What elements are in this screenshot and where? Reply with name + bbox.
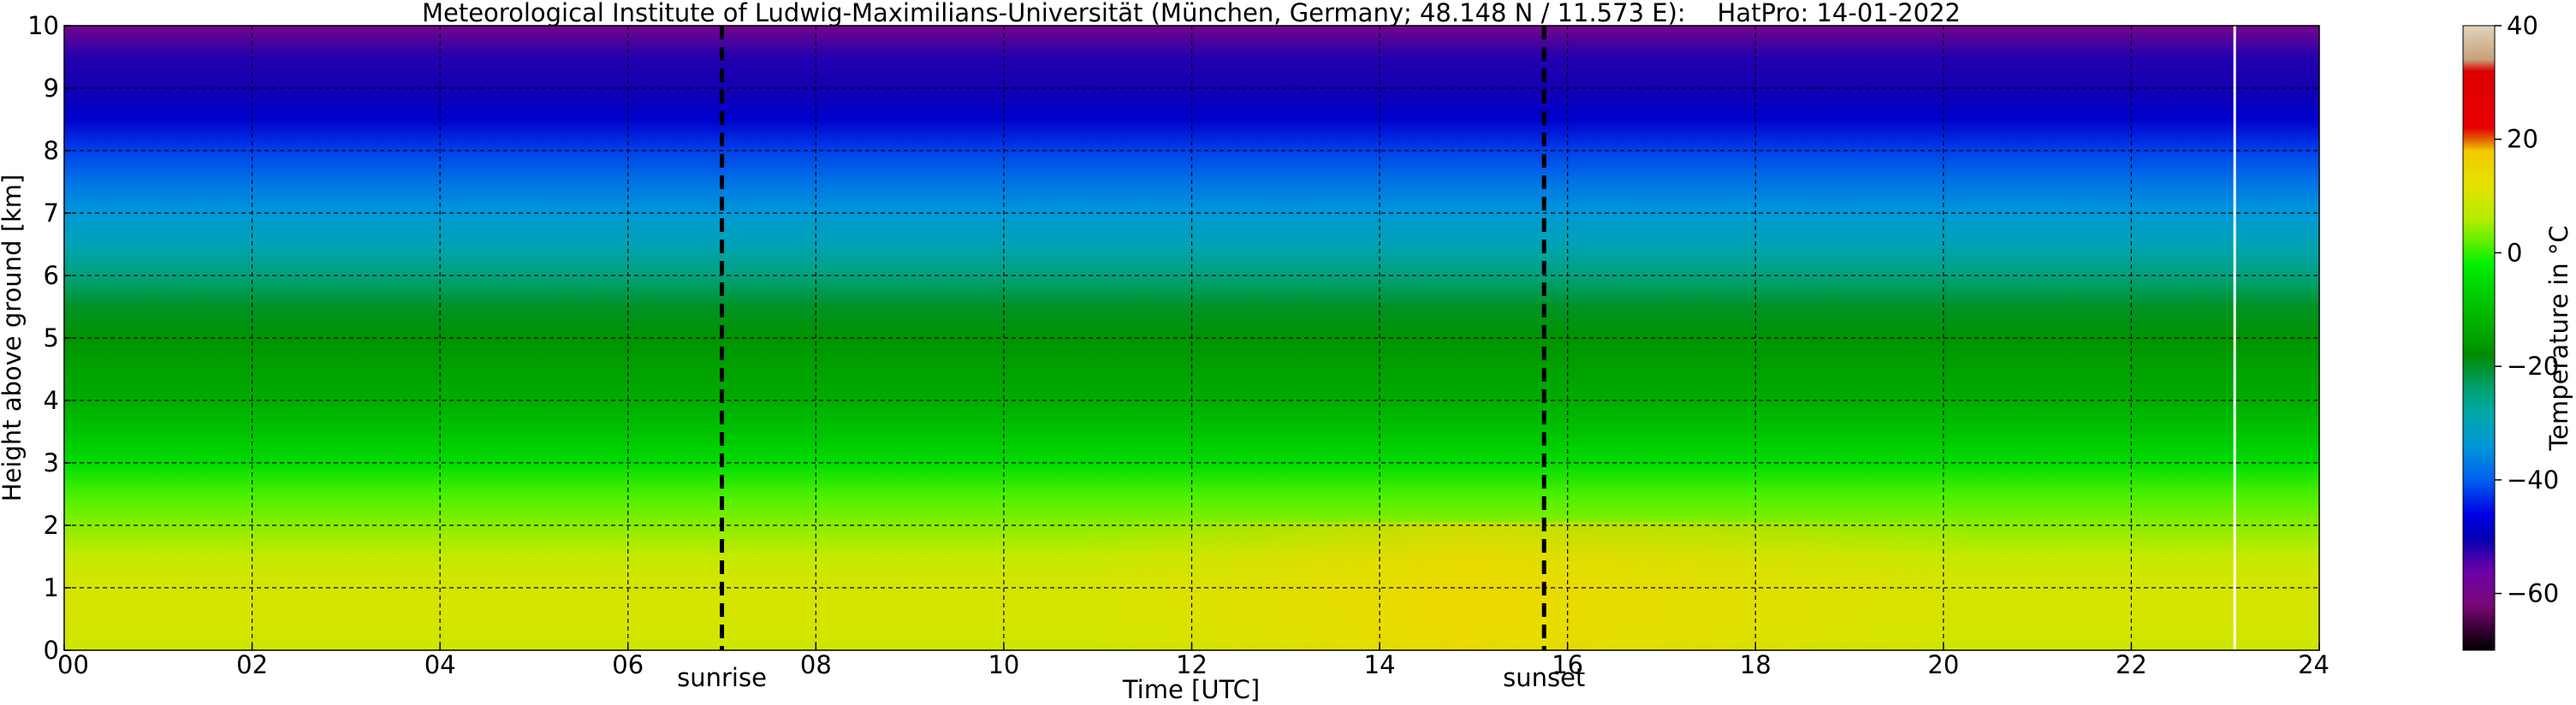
x-tick-label: 04 <box>424 650 456 679</box>
colorbar: 40 20 0 −20 −40 −60 Temperature in °C <box>2462 11 2573 651</box>
y-axis-label: Height above ground [km] <box>0 175 27 502</box>
colorbar-label: Temperature in °C <box>2544 225 2573 451</box>
x-tick-label: 18 <box>1740 650 1772 679</box>
y-tick-label: 9 <box>44 74 59 103</box>
annotation-lines <box>720 26 1546 650</box>
plot-area <box>64 26 2319 650</box>
colorbar-tick-label: −60 <box>2507 579 2559 608</box>
colorbar-tick-label: 0 <box>2507 238 2522 267</box>
annotation-labels: sunrise sunset <box>677 663 1585 692</box>
colorbar-tick-label: 40 <box>2507 11 2538 40</box>
x-tick-label: 12 <box>1176 650 1208 679</box>
y-axis-ticks: 0 1 2 3 4 5 6 7 8 9 10 <box>27 11 71 665</box>
x-tick-label: 02 <box>236 650 268 679</box>
x-tick-label: 10 <box>988 650 1019 679</box>
chart-title: Meteorological Institute of Ludwig-Maxim… <box>422 0 1961 27</box>
y-tick-label: 4 <box>44 386 59 415</box>
x-tick-label: 14 <box>1364 650 1396 679</box>
grid-horizontal <box>64 87 2319 589</box>
y-tick-label: 1 <box>44 573 59 602</box>
y-tick-label: 8 <box>44 136 59 165</box>
sunrise-label: sunrise <box>677 663 767 692</box>
y-tick-label: 0 <box>44 636 59 665</box>
colorbar-tick-label: −20 <box>2507 352 2559 381</box>
y-tick-label: 10 <box>27 11 59 40</box>
y-tick-label: 6 <box>44 261 59 290</box>
y-tick-label: 7 <box>44 198 59 228</box>
heatmap-day-warming <box>64 522 2319 650</box>
x-tick-label: 24 <box>2298 650 2330 679</box>
colorbar-body <box>2462 25 2496 651</box>
colorbar-tick-label: −40 <box>2507 465 2559 495</box>
x-axis-ticks: 00 02 04 06 08 10 12 14 16 18 20 22 24 <box>57 643 2330 679</box>
sunset-label: sunset <box>1503 663 1585 692</box>
x-tick-label: 20 <box>1927 650 1959 679</box>
x-tick-label: 06 <box>612 650 644 679</box>
x-tick-label: 00 <box>57 650 89 679</box>
colorbar-tick-label: 20 <box>2507 125 2538 154</box>
y-tick-label: 5 <box>44 323 59 352</box>
x-tick-label: 22 <box>2116 650 2147 679</box>
y-tick-label: 3 <box>44 448 59 477</box>
x-axis-label: Time [UTC] <box>1122 675 1260 704</box>
x-tick-label: 08 <box>800 650 832 679</box>
x-tick-label: 16 <box>1552 650 1583 679</box>
y-tick-label: 2 <box>44 511 59 540</box>
colorbar-ticks: 40 20 0 −20 −40 −60 <box>2495 11 2559 608</box>
